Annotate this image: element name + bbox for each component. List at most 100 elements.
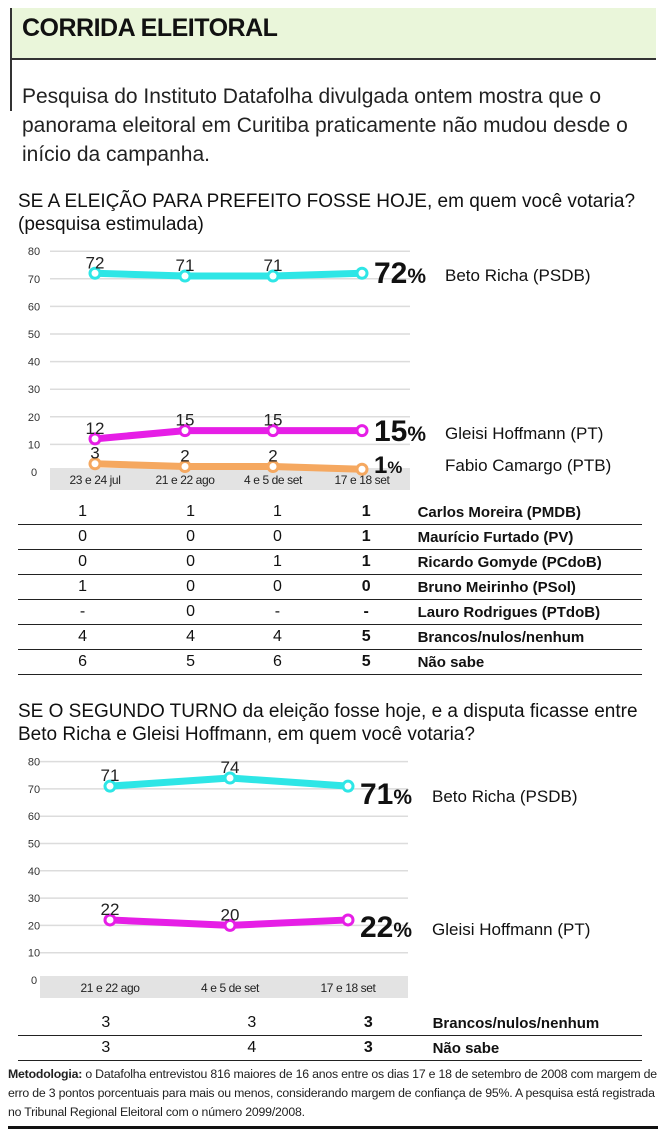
data-point-marker	[355, 266, 369, 280]
series-line	[91, 427, 366, 443]
first-round-question-rest: em quem você votaria? (pesquisa estimula…	[18, 191, 636, 235]
table-cell-value: 3	[310, 1011, 427, 1036]
table-row-label: Maurício Furtado (PV)	[411, 524, 642, 550]
data-point-label: 15	[176, 411, 195, 430]
series-name: Gleisi Hoffmann (PT)	[432, 920, 590, 939]
table-cell-value: 0	[147, 549, 234, 575]
page-title: CORRIDA ELEITORAL	[22, 14, 278, 42]
y-tick-label: 80	[28, 757, 40, 769]
table-cell-value: 0	[18, 524, 148, 550]
second-round-question: SE O SEGUNDO TURNO da eleição fosse hoje…	[18, 700, 648, 746]
table-cell-value: 5	[147, 649, 234, 675]
y-tick-label: 0	[31, 467, 37, 479]
data-point-label: 71	[264, 256, 283, 275]
data-point-marker	[266, 424, 280, 438]
table-cell-value: 1	[234, 549, 321, 575]
series-end-label: 71% Beto Richa (PSDB)	[360, 778, 578, 811]
data-point-marker	[223, 918, 237, 932]
data-point-marker	[103, 779, 117, 793]
table-cell-value: 0	[18, 549, 148, 575]
data-point-marker	[266, 269, 280, 283]
table-cell-value: 4	[193, 1035, 311, 1061]
x-tick-label: 21 e 22 ago	[81, 981, 141, 995]
data-point-label: 2	[268, 446, 277, 465]
table-cell-value: -	[320, 599, 412, 625]
table-cell-value: 4	[18, 624, 148, 650]
series-end-label: 22% Gleisi Hoffmann (PT)	[360, 911, 590, 944]
data-point-marker	[266, 459, 280, 473]
methodology-label: Metodologia:	[8, 1067, 83, 1081]
data-point-marker	[223, 771, 237, 785]
table-cell-value: 1	[234, 500, 321, 525]
data-point-marker	[103, 913, 117, 927]
table-cell-value: 0	[234, 524, 321, 550]
table-cell-value: 6	[18, 649, 148, 675]
table-cell-value: 4	[147, 624, 234, 650]
data-point-label: 71	[101, 766, 120, 785]
table-row: 3 3 3 Brancos/nulos/nenhum	[18, 1011, 642, 1036]
table-row-label: Brancos/nulos/nenhum	[411, 624, 642, 650]
y-tick-label: 70	[28, 274, 40, 286]
data-point-marker	[88, 457, 102, 471]
final-percentage: 71%	[360, 778, 412, 811]
data-point-label: 12	[86, 419, 105, 438]
y-tick-label: 30	[28, 893, 40, 905]
table-cell-value: 3	[310, 1035, 427, 1061]
series-name: Gleisi Hoffmann (PT)	[445, 424, 603, 443]
series-end-label: 1% Fabio Camargo (PTB)	[374, 452, 611, 479]
final-percentage: 15%	[374, 415, 426, 448]
first-round-question: SE A ELEIÇÃO PARA PREFEITO FOSSE HOJE, e…	[18, 190, 648, 236]
table-row: -0- - Lauro Rodrigues (PTdoB)	[18, 599, 642, 625]
data-point-marker	[341, 913, 355, 927]
x-tick-label: 21 e 22 ago	[156, 473, 216, 487]
y-tick-label: 30	[28, 384, 40, 396]
table-row-label: Lauro Rodrigues (PTdoB)	[411, 599, 642, 625]
series-name: Beto Richa (PSDB)	[432, 787, 578, 806]
table-row-label: Bruno Meirinho (PSol)	[411, 574, 642, 600]
data-point-marker	[341, 779, 355, 793]
y-tick-label: 40	[28, 357, 40, 369]
table-row: 1 1 1 1 Carlos Moreira (PMDB)	[18, 500, 642, 525]
table-cell-value: 3	[18, 1011, 194, 1036]
data-point-label: 22	[101, 900, 120, 919]
data-point-marker	[178, 424, 192, 438]
methodology-note: Metodologia: o Datafolha entrevistou 816…	[8, 1065, 658, 1129]
x-axis-band	[50, 468, 410, 490]
table-row-label: Não sabe	[426, 1035, 642, 1061]
table-row: 0 0 1 1 Ricardo Gomyde (PCdoB)	[18, 549, 642, 575]
data-point-label: 20	[221, 905, 240, 924]
table-cell-value: 6	[234, 649, 321, 675]
data-point-label: 74	[221, 758, 240, 777]
data-point-marker	[88, 266, 102, 280]
second-round-question-caps: SE O SEGUNDO TURNO	[18, 701, 238, 722]
data-point-marker	[355, 424, 369, 438]
table-cell-value: 0	[320, 574, 412, 600]
x-tick-label: 17 e 18 set	[335, 473, 391, 487]
table-row: 0 0 0 1 Maurício Furtado (PV)	[18, 524, 642, 550]
y-tick-label: 50	[28, 329, 40, 341]
header-band	[10, 8, 656, 60]
x-tick-label: 17 e 18 set	[321, 981, 377, 995]
table-cell-value: 1	[147, 500, 234, 525]
table-cell-value: 1	[18, 574, 148, 600]
second-round-table: 3 3 3 Brancos/nulos/nenhum 3 4 3 Não sabe	[18, 1011, 642, 1061]
table-row-label: Não sabe	[411, 649, 642, 675]
table-cell-value: 0	[147, 574, 234, 600]
table-cell-value: 1	[320, 549, 412, 575]
data-point-label: 15	[264, 411, 283, 430]
data-point-marker	[178, 269, 192, 283]
table-row: 1 0 0 0 Bruno Meirinho (PSol)	[18, 574, 642, 600]
series-line	[91, 460, 366, 473]
table-cell-value: 5	[320, 624, 412, 650]
table-cell-value: 0	[234, 574, 321, 600]
second-round-question-rest: da eleição fosse hoje, e a disputa ficas…	[18, 701, 638, 745]
header-rule	[10, 8, 12, 111]
y-tick-label: 20	[28, 920, 40, 932]
first-round-table: 1 1 1 1 Carlos Moreira (PMDB) 0 0 0 1 Maurício Fu…	[18, 500, 642, 675]
table-row: 4 4 4 5 Brancos/nulos/nenhum	[18, 624, 642, 650]
y-tick-label: 50	[28, 839, 40, 851]
table-cell-value: -	[18, 599, 148, 625]
table-cell-value: 1	[320, 500, 412, 525]
x-axis-band	[40, 976, 408, 998]
x-tick-label: 23 e 24 jul	[70, 473, 121, 487]
